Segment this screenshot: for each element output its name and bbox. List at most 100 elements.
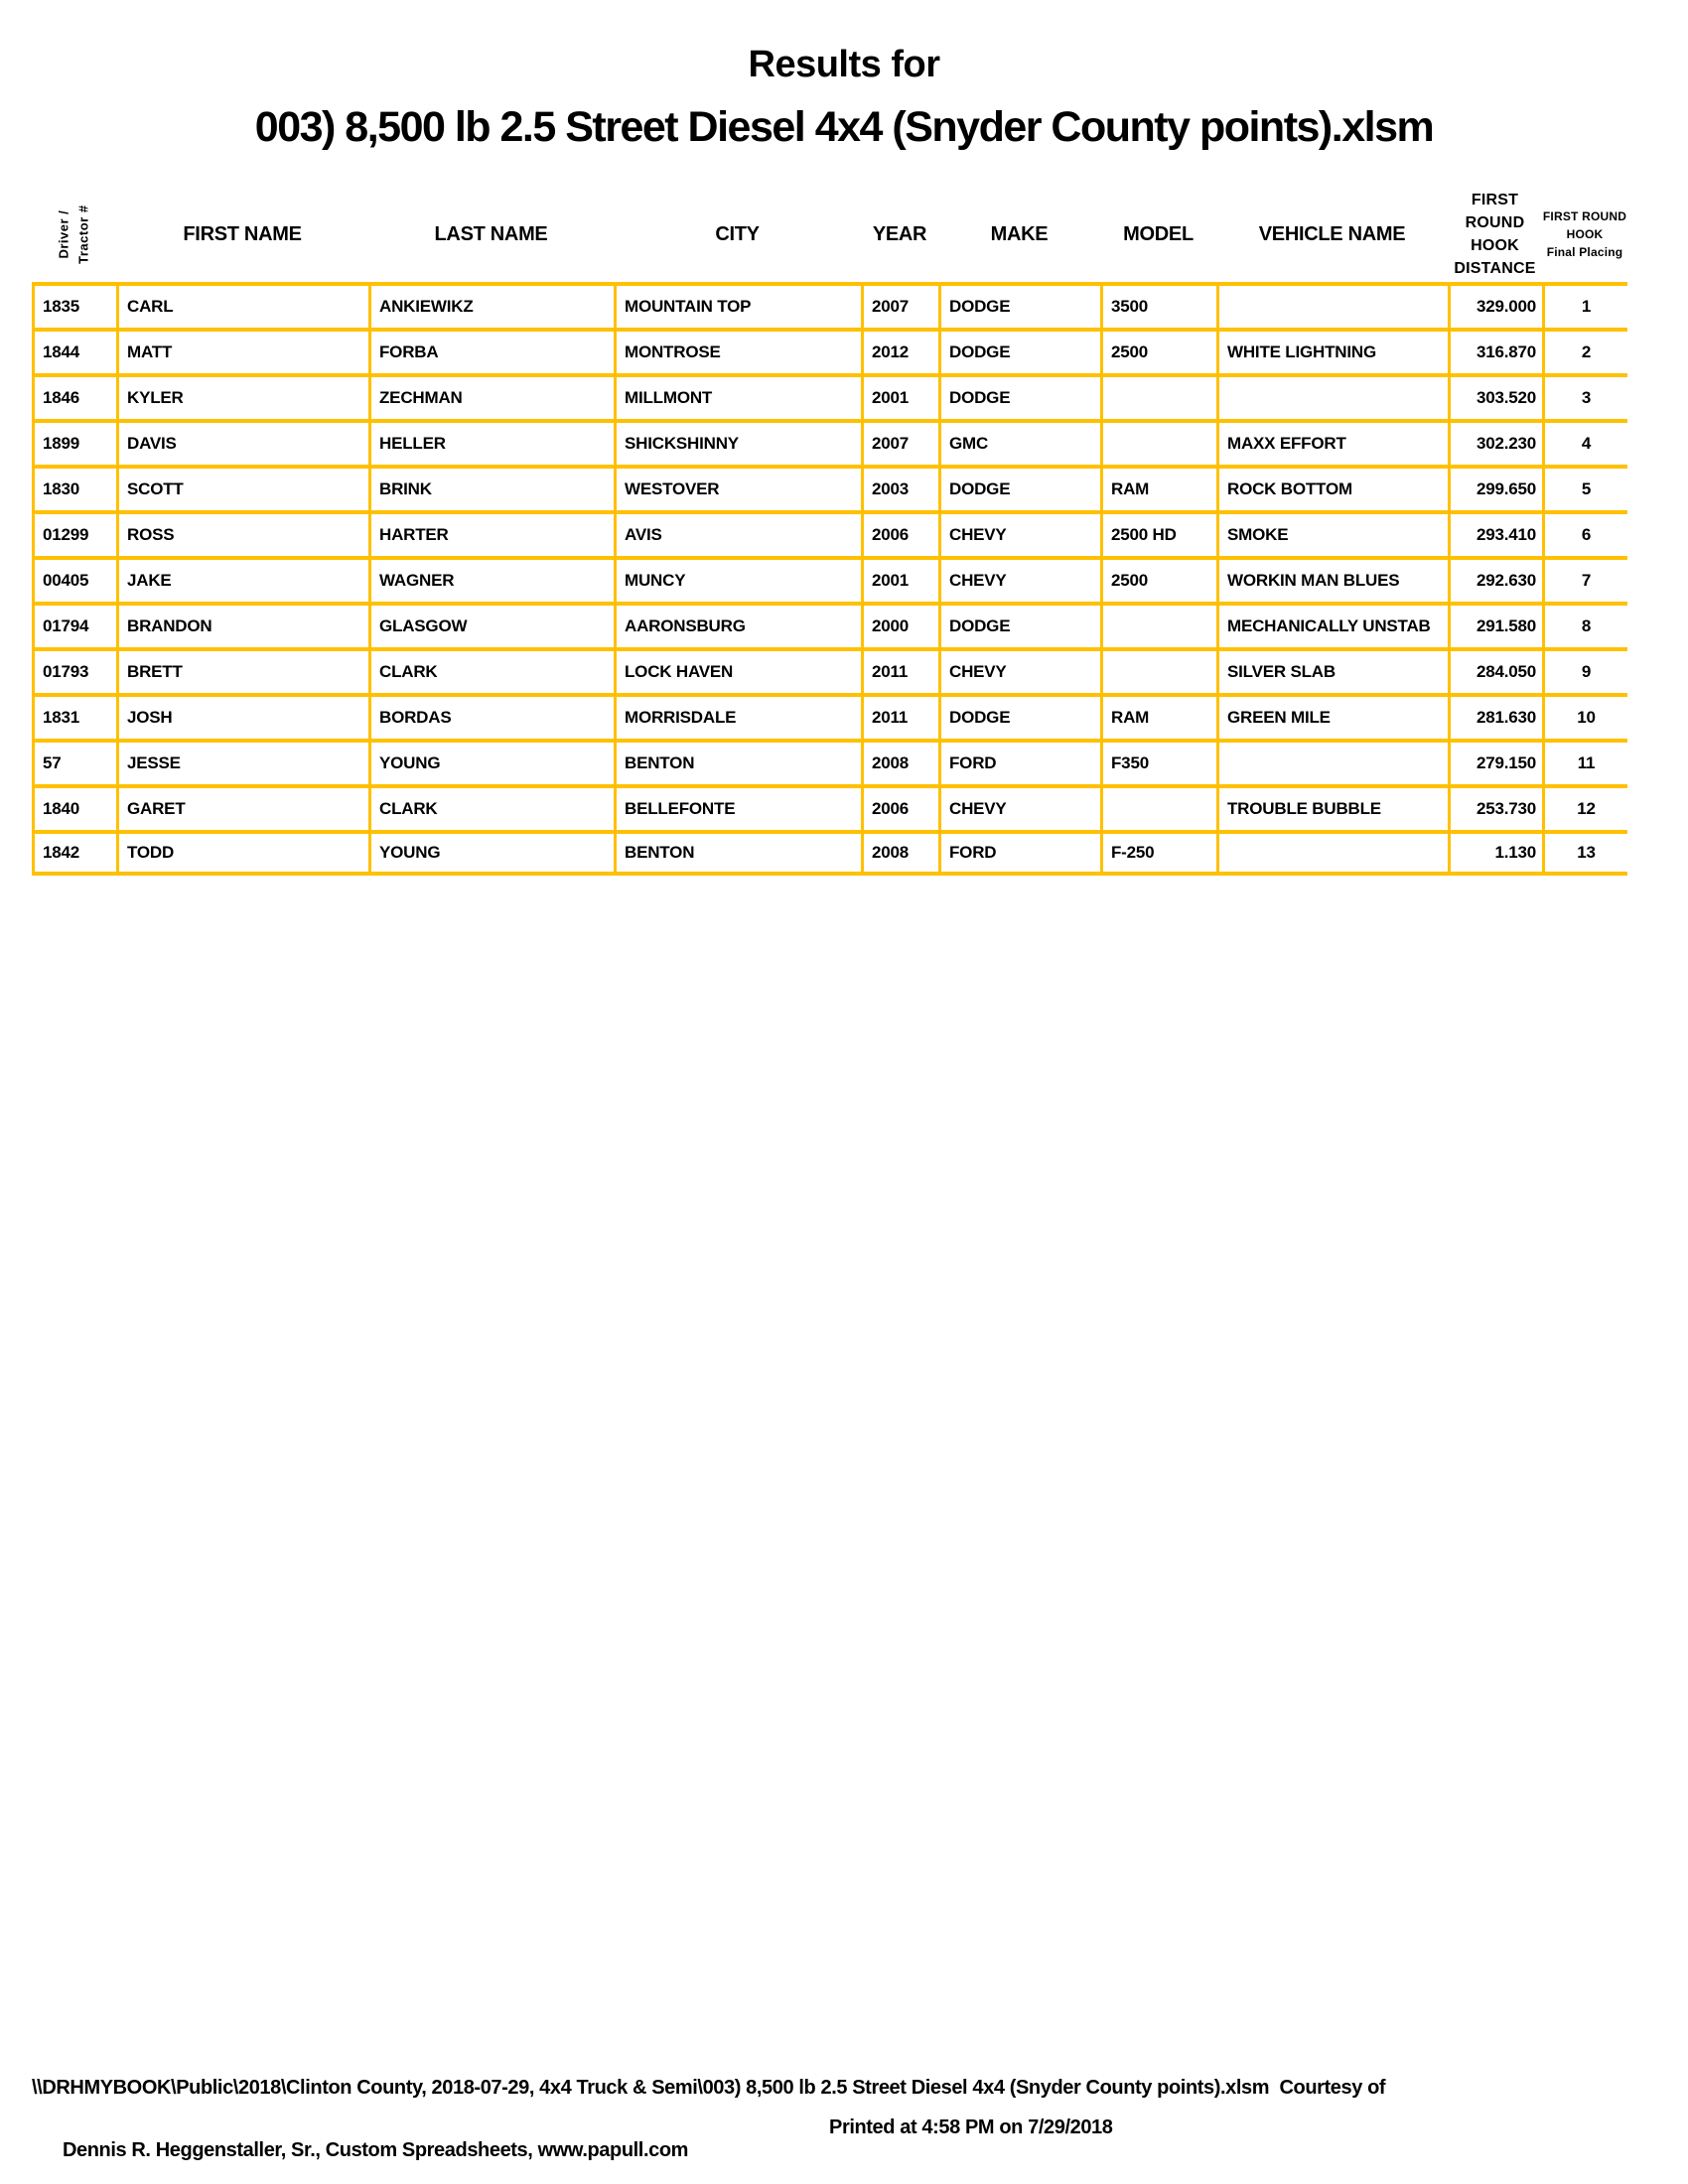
cell-vehicle-name: ROCK BOTTOM (1216, 469, 1448, 510)
cell-first-name: BRETT (116, 651, 368, 693)
cell-driver-num: 1842 (32, 834, 116, 872)
cell-last-name: YOUNG (368, 743, 614, 784)
cell-placing: 5 (1542, 469, 1627, 510)
cell-placing: 11 (1542, 743, 1627, 784)
cell-last-name: GLASGOW (368, 606, 614, 647)
page-title: Results for (748, 44, 940, 85)
cell-model (1100, 606, 1216, 647)
cell-hook-distance: 253.730 (1448, 788, 1542, 830)
cell-city: BENTON (614, 743, 861, 784)
cell-last-name: ANKIEWIKZ (368, 286, 614, 328)
column-header-vehicle-name: VEHICLE NAME (1258, 222, 1406, 245)
cell-first-name: ROSS (116, 514, 368, 556)
cell-hook-distance: 302.230 (1448, 423, 1542, 465)
cell-vehicle-name (1216, 377, 1448, 419)
cell-make: DODGE (938, 377, 1100, 419)
cell-year: 2006 (861, 788, 938, 830)
table-row: 1831 JOSH BORDAS MORRISDALE 2011 DODGE RAM GREE… (32, 693, 1627, 739)
cell-year: 2001 (861, 560, 938, 602)
cell-last-name: CLARK (368, 651, 614, 693)
cell-placing: 1 (1542, 286, 1627, 328)
results-table-body: 1835 CARL ANKIEWIKZ MOUNTAIN TOP 2007 DODGE 35… (32, 282, 1627, 876)
cell-city: BENTON (614, 834, 861, 872)
cell-driver-num: 01793 (32, 651, 116, 693)
cell-first-name: DAVIS (116, 423, 368, 465)
cell-first-name: BRANDON (116, 606, 368, 647)
cell-model: F-250 (1100, 834, 1216, 872)
cell-year: 2011 (861, 651, 938, 693)
cell-year: 2001 (861, 377, 938, 419)
cell-placing: 8 (1542, 606, 1627, 647)
driver-tractor-rotated-label: Driver / Tractor # (56, 205, 91, 264)
cell-year: 2006 (861, 514, 938, 556)
cell-placing: 10 (1542, 697, 1627, 739)
cell-vehicle-name (1216, 286, 1448, 328)
table-row: 57 JESSE YOUNG BENTON 2008 FORD F350 279.150 11 (32, 739, 1627, 784)
cell-hook-distance: 1.130 (1448, 834, 1542, 872)
cell-model (1100, 788, 1216, 830)
cell-last-name: HARTER (368, 514, 614, 556)
cell-year: 2011 (861, 697, 938, 739)
cell-make: CHEVY (938, 651, 1100, 693)
cell-driver-num: 1844 (32, 332, 116, 373)
cell-placing: 7 (1542, 560, 1627, 602)
cell-first-name: JAKE (116, 560, 368, 602)
cell-last-name: BORDAS (368, 697, 614, 739)
cell-model (1100, 377, 1216, 419)
table-row: 1835 CARL ANKIEWIKZ MOUNTAIN TOP 2007 DODGE 35… (32, 282, 1627, 328)
table-row: 1899 DAVIS HELLER SHICKSHINNY 2007 GMC MAXX EF… (32, 419, 1627, 465)
table-row: 01299 ROSS HARTER AVIS 2006 CHEVY 2500 HD SMOKE… (32, 510, 1627, 556)
cell-first-name: KYLER (116, 377, 368, 419)
cell-model (1100, 651, 1216, 693)
table-row: 01793 BRETT CLARK LOCK HAVEN 2011 CHEVY SILVER… (32, 647, 1627, 693)
cell-hook-distance: 293.410 (1448, 514, 1542, 556)
cell-make: DODGE (938, 469, 1100, 510)
cell-placing: 9 (1542, 651, 1627, 693)
cell-driver-num: 1840 (32, 788, 116, 830)
cell-vehicle-name: TROUBLE BUBBLE (1216, 788, 1448, 830)
cell-driver-num: 01794 (32, 606, 116, 647)
cell-year: 2008 (861, 834, 938, 872)
cell-model: 2500 (1100, 560, 1216, 602)
cell-hook-distance: 281.630 (1448, 697, 1542, 739)
table-row: 01794 BRANDON GLASGOW AARONSBURG 2000 DODGE ME… (32, 602, 1627, 647)
column-header-first-name: FIRST NAME (183, 222, 302, 245)
cell-make: DODGE (938, 697, 1100, 739)
cell-year: 2008 (861, 743, 938, 784)
cell-make: GMC (938, 423, 1100, 465)
table-header-row: Driver / Tractor # FIRST NAME LAST NAME … (32, 187, 1627, 282)
cell-last-name: BRINK (368, 469, 614, 510)
cell-model: RAM (1100, 697, 1216, 739)
cell-city: MOUNTAIN TOP (614, 286, 861, 328)
cell-vehicle-name: SILVER SLAB (1216, 651, 1448, 693)
cell-driver-num: 1846 (32, 377, 116, 419)
cell-placing: 13 (1542, 834, 1627, 872)
column-header-last-name: LAST NAME (434, 222, 548, 245)
cell-city: LOCK HAVEN (614, 651, 861, 693)
cell-first-name: CARL (116, 286, 368, 328)
cell-last-name: HELLER (368, 423, 614, 465)
footer-file-path: \\DRHMYBOOK\Public\2018\Clinton County, … (32, 2077, 1386, 2099)
cell-make: CHEVY (938, 788, 1100, 830)
cell-first-name: JESSE (116, 743, 368, 784)
cell-year: 2007 (861, 286, 938, 328)
cell-city: SHICKSHINNY (614, 423, 861, 465)
cell-year: 2007 (861, 423, 938, 465)
cell-city: BELLEFONTE (614, 788, 861, 830)
cell-city: MORRISDALE (614, 697, 861, 739)
cell-driver-num: 1899 (32, 423, 116, 465)
column-header-city: CITY (715, 222, 760, 245)
footer-author-text: Dennis R. Heggenstaller, Sr., Custom Spr… (62, 2139, 689, 2161)
cell-hook-distance: 303.520 (1448, 377, 1542, 419)
cell-model: 3500 (1100, 286, 1216, 328)
cell-make: FORD (938, 743, 1100, 784)
cell-make: DODGE (938, 286, 1100, 328)
table-row: 00405 JAKE WAGNER MUNCY 2001 CHEVY 2500 WORKIN … (32, 556, 1627, 602)
cell-driver-num: 00405 (32, 560, 116, 602)
cell-year: 2012 (861, 332, 938, 373)
column-header-driver-tractor-number: Driver / Tractor # (32, 187, 116, 282)
cell-last-name: FORBA (368, 332, 614, 373)
cell-model (1100, 423, 1216, 465)
cell-driver-num: 1830 (32, 469, 116, 510)
